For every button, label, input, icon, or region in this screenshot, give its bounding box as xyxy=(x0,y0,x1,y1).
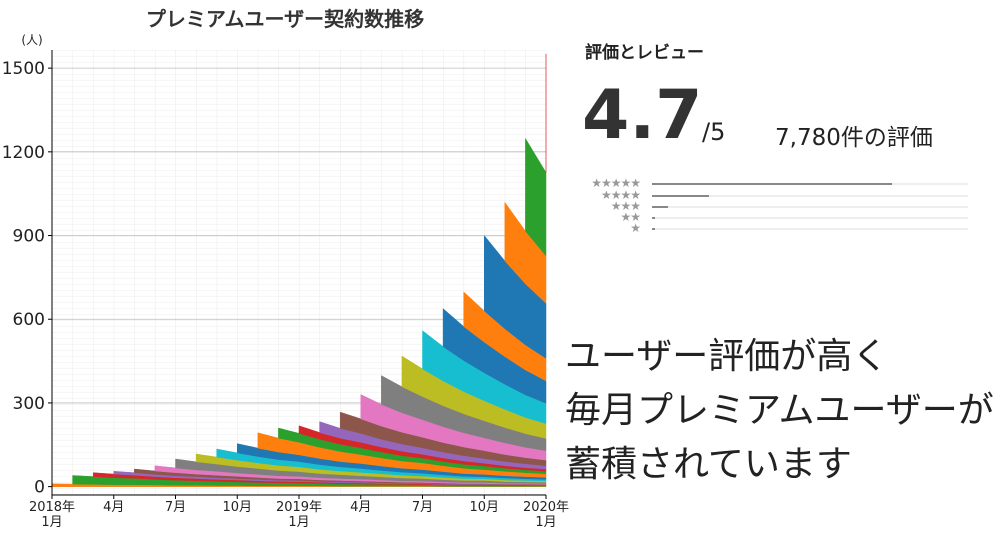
x-tick-label: 2019年 1月 xyxy=(275,500,323,530)
y-tick-label: 1500 xyxy=(2,59,45,79)
x-tick-label: 2018年 1月 xyxy=(28,500,76,530)
chart: プレミアムユーザー契約数推移 (人) 0 300 600 900 1200 1500 xyxy=(2,7,547,499)
x-tick-label: 7月 xyxy=(164,500,187,515)
x-tick-label: 7月 xyxy=(411,500,434,515)
rating-bar xyxy=(652,217,656,219)
rating-track xyxy=(652,228,968,230)
x-tick-label: 4月 xyxy=(103,500,125,515)
rating-score: 4.7 xyxy=(582,76,703,155)
x-tick-label: 2020年 1月 xyxy=(522,500,570,530)
y-tick-label: 1200 xyxy=(2,143,45,163)
rating-bar xyxy=(652,195,709,197)
rating-bars xyxy=(652,0,968,240)
tagline-line: ユーザー評価が高く xyxy=(565,336,889,377)
star-icons: ★ xyxy=(630,221,641,235)
rating-bar xyxy=(652,228,656,230)
x-tick-label: 10月 xyxy=(222,500,253,515)
rating-track xyxy=(652,206,968,208)
rating-out-of: /5 xyxy=(702,118,726,146)
y-tick-label: 300 xyxy=(13,394,45,414)
y-tick-label: 0 xyxy=(34,478,45,498)
tagline-line: 毎月プレミアムユーザーが xyxy=(565,390,994,431)
star-icons: ★★★ xyxy=(610,199,641,213)
rating-heading: 評価とレビュー xyxy=(585,43,704,63)
x-tick-label: 4月 xyxy=(350,500,372,515)
y-tick-label: 900 xyxy=(13,227,45,247)
tagline-line: 蓄積されています xyxy=(565,444,852,485)
chart-title: プレミアムユーザー契約数推移 xyxy=(146,7,424,31)
rating-bar xyxy=(652,183,893,185)
star-icons: ★★★★★ xyxy=(591,176,641,190)
star-icons: ★★ xyxy=(620,210,640,224)
y-unit: (人) xyxy=(21,33,42,47)
rating-track xyxy=(652,195,968,197)
rating-count: 7,780件の評価 xyxy=(775,125,933,151)
rating-track xyxy=(652,217,968,219)
x-tick-label: 10月 xyxy=(469,500,500,515)
star-icons: ★★★★ xyxy=(600,188,641,202)
y-tick-label: 600 xyxy=(13,310,45,330)
tagline: ユーザー評価が高く毎月プレミアムユーザーが 蓄積されています xyxy=(565,330,994,492)
area xyxy=(525,137,547,257)
rating-bar xyxy=(652,206,668,208)
